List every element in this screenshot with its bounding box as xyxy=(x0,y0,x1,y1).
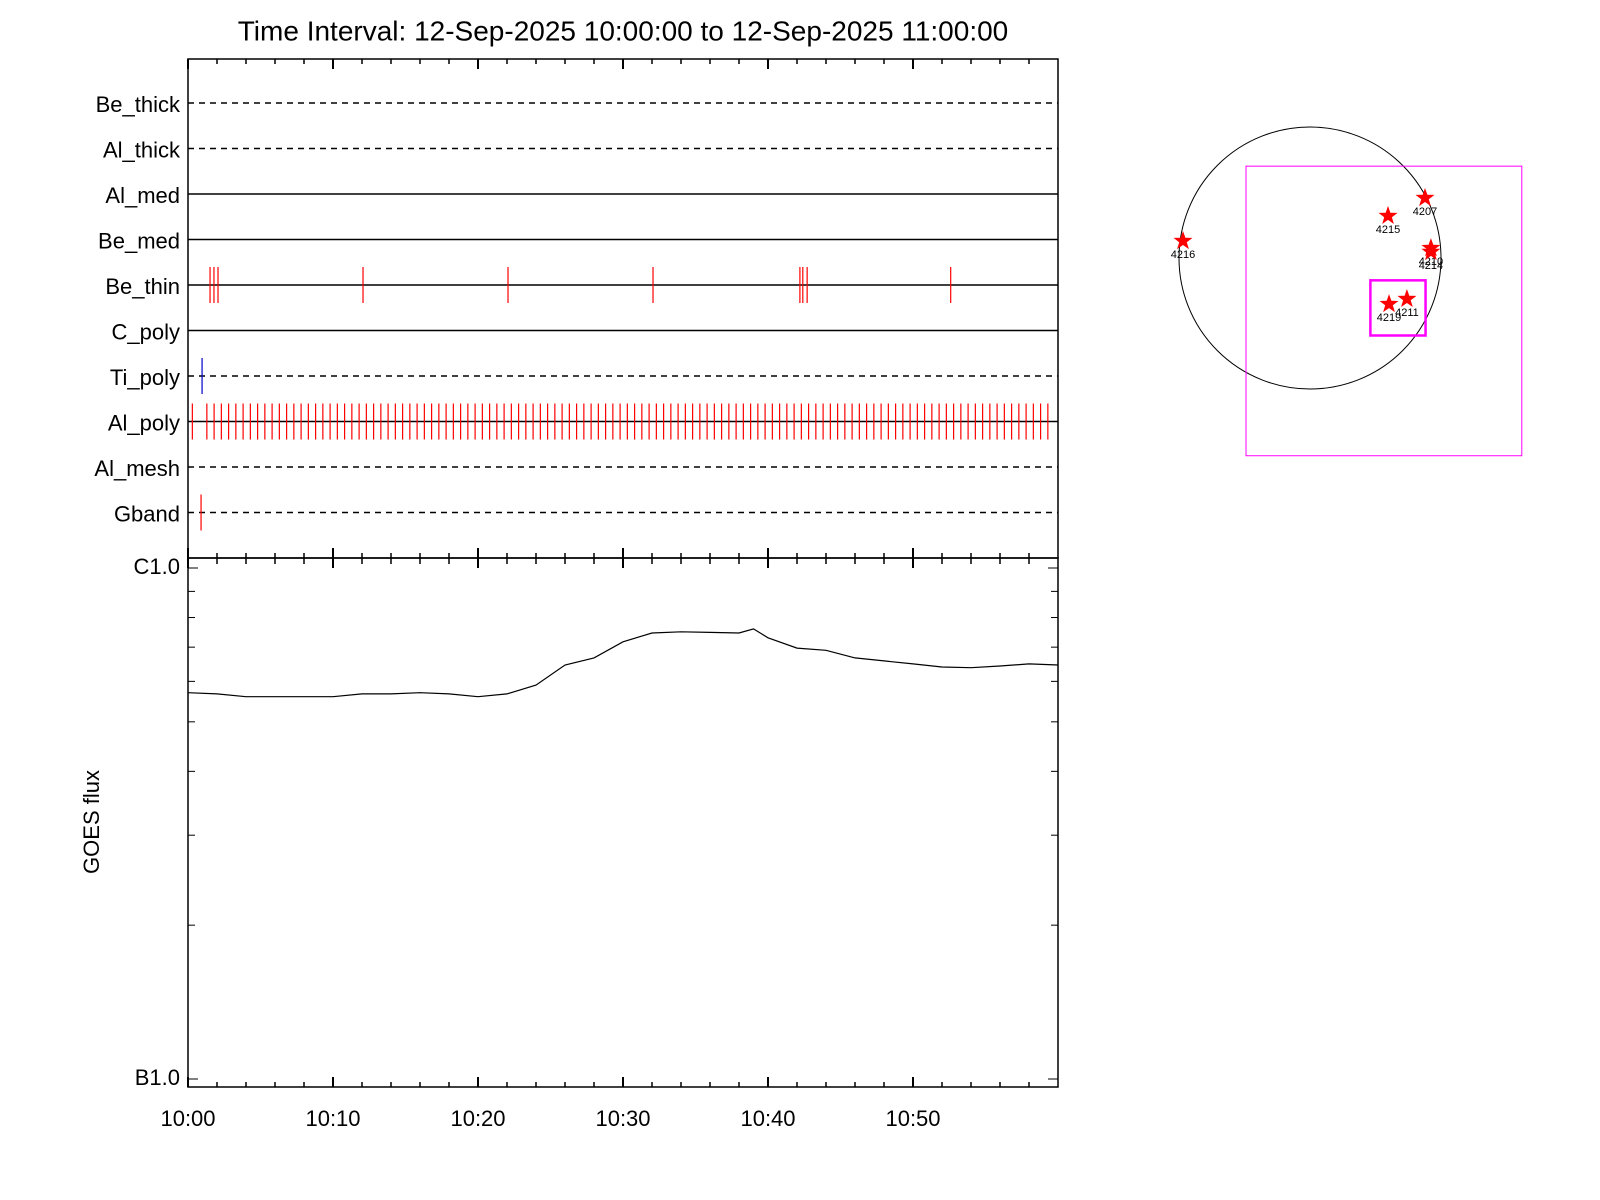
row-label: Al_poly xyxy=(108,410,180,435)
goes-curve xyxy=(187,628,1059,698)
fov-box xyxy=(1369,279,1427,337)
row-label: Be_med xyxy=(98,228,180,253)
chart-title: Time Interval: 12-Sep-2025 10:00:00 to 1… xyxy=(238,15,1009,46)
row-label: Gband xyxy=(114,501,180,526)
active-region-star xyxy=(1397,289,1417,307)
fov-box xyxy=(1245,165,1523,457)
active-region-label: 4216 xyxy=(1171,249,1195,261)
active-region-label: 4214 xyxy=(1419,260,1443,272)
row-label: Al_mesh xyxy=(94,456,180,481)
active-region-star xyxy=(1379,294,1399,313)
active-region-star xyxy=(1378,205,1398,224)
x-tick-label: 10:40 xyxy=(740,1106,795,1131)
row-label: Al_med xyxy=(105,183,180,208)
active-region-label: 4210 xyxy=(1419,256,1443,268)
row-label: Be_thick xyxy=(96,92,181,117)
row-label: Be_thin xyxy=(105,274,180,299)
active-region-star xyxy=(1173,231,1193,250)
active-region-label: 4211 xyxy=(1395,307,1419,319)
active-region-label: 4219 xyxy=(1377,312,1401,324)
active-region-star xyxy=(1421,241,1441,260)
row-label: Ti_poly xyxy=(110,365,180,390)
x-tick-label: 10:20 xyxy=(450,1106,505,1131)
x-tick-label: 10:00 xyxy=(160,1106,215,1131)
active-region-label: 4215 xyxy=(1376,224,1400,236)
y-tick-label: B1.0 xyxy=(135,1065,180,1090)
x-tick-label: 10:50 xyxy=(885,1106,940,1131)
row-label: Al_thick xyxy=(103,137,181,162)
x-tick-label: 10:30 xyxy=(595,1106,650,1131)
row-label: C_poly xyxy=(112,319,180,344)
y-axis-label: GOES flux xyxy=(79,770,104,874)
solar-limb xyxy=(1178,126,1442,390)
y-tick-label: C1.0 xyxy=(134,554,180,579)
x-tick-label: 10:10 xyxy=(305,1106,360,1131)
active-region-label: 4207 xyxy=(1413,206,1437,218)
active-region-star xyxy=(1415,188,1435,207)
